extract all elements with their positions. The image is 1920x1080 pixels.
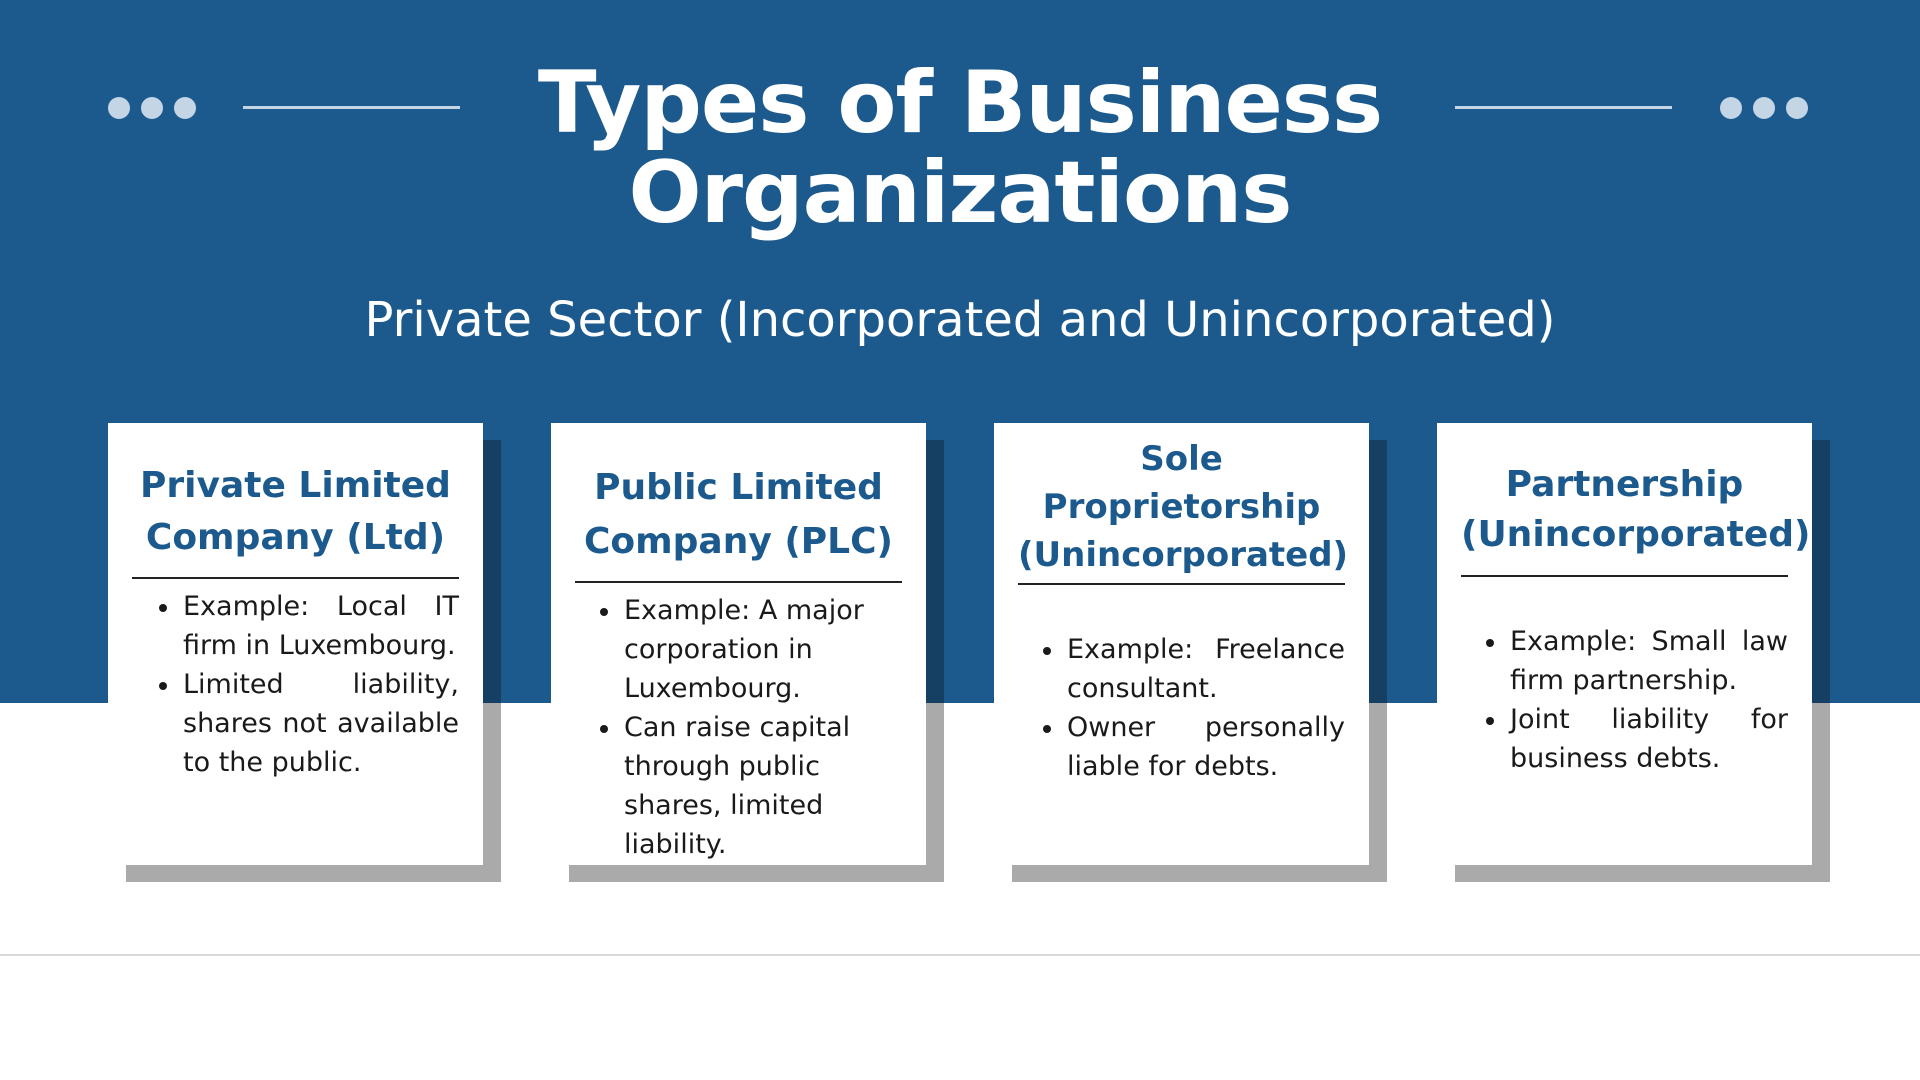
- dot-icon: [108, 97, 130, 119]
- page-subtitle: Private Sector (Incorporated and Unincor…: [364, 292, 1556, 348]
- card-body: Partnership (Unincorporated) Example: Sm…: [1437, 423, 1812, 865]
- card-body: Private Limited Company (Ltd) Example: L…: [108, 423, 483, 865]
- card-points: Example: Freelance consultant. Owner per…: [1018, 585, 1345, 786]
- list-item: Owner personally liable for debts.: [1043, 708, 1345, 786]
- dot-icon: [1753, 97, 1775, 119]
- card-divider: [1018, 583, 1345, 585]
- list-item: Example: Small law firm partnership.: [1486, 622, 1788, 700]
- card-divider: [132, 577, 459, 579]
- decorative-line-left: [243, 106, 460, 109]
- card-title: Partnership (Unincorporated): [1461, 464, 1811, 555]
- card-body: Sole Proprietorship (Unincorporated) Exa…: [994, 423, 1369, 865]
- list-item: Example: Local IT firm in Luxembourg.: [159, 587, 459, 665]
- list-item: Can raise capital through public shares,…: [600, 708, 902, 864]
- card-points: Example: A major corporation in Luxembou…: [575, 583, 902, 864]
- list-item: Joint liability for business debts.: [1486, 700, 1788, 778]
- card-title: Public Limited Company (PLC): [583, 467, 893, 562]
- card-partnership: Partnership (Unincorporated) Example: Sm…: [1437, 423, 1830, 882]
- card-body: Public Limited Company (PLC) Example: A …: [551, 423, 926, 865]
- page-title: Types of Business Organizations: [0, 58, 1920, 238]
- card-points: Example: Local IT firm in Luxembourg. Li…: [132, 579, 459, 782]
- decorative-dots-right: [1720, 97, 1808, 119]
- dot-icon: [1786, 97, 1808, 119]
- dot-icon: [174, 97, 196, 119]
- list-item: Example: Freelance consultant.: [1043, 630, 1345, 708]
- dot-icon: [1720, 97, 1742, 119]
- card-points: Example: Small law firm partnership. Joi…: [1461, 577, 1788, 778]
- card-sole-proprietorship: Sole Proprietorship (Unincorporated) Exa…: [994, 423, 1387, 882]
- page-title-line1: Types of Business: [537, 53, 1383, 153]
- decorative-dots-left: [108, 97, 196, 119]
- list-item: Limited liability, shares not available …: [159, 665, 459, 782]
- card-private-limited: Private Limited Company (Ltd) Example: L…: [108, 423, 501, 882]
- card-title: Private Limited Company (Ltd): [140, 465, 451, 558]
- card-title: Sole Proprietorship (Unincorporated): [1018, 439, 1349, 575]
- dot-icon: [141, 97, 163, 119]
- card-public-limited: Public Limited Company (PLC) Example: A …: [551, 423, 944, 882]
- card-divider: [575, 581, 902, 583]
- card-divider: [1461, 575, 1788, 577]
- decorative-line-right: [1455, 106, 1672, 109]
- page-title-line2: Organizations: [628, 143, 1293, 243]
- footer-divider: [0, 954, 1920, 956]
- list-item: Example: A major corporation in Luxembou…: [600, 591, 902, 708]
